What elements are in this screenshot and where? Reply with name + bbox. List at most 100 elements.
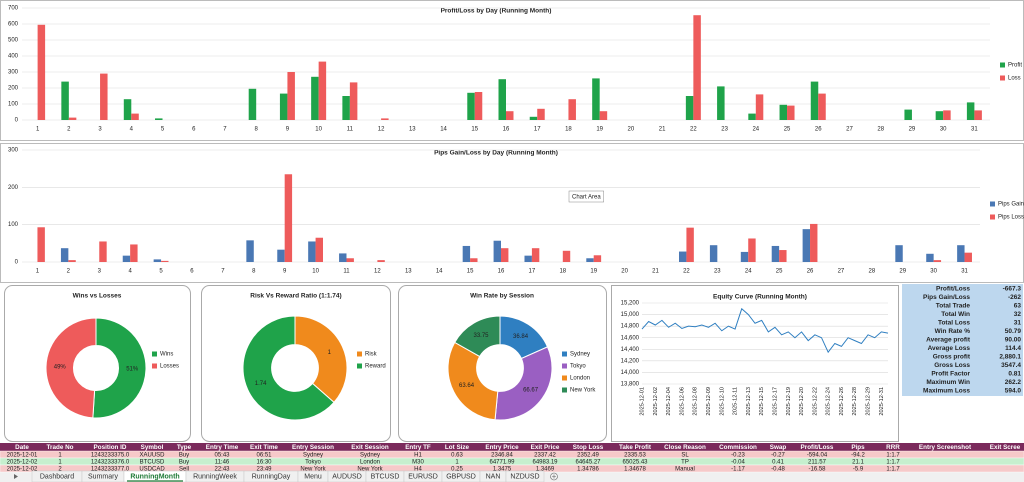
x-tick-label: 12 (374, 269, 381, 275)
x-tick-label: 8 (255, 127, 259, 133)
bar (593, 255, 602, 262)
y-tick-label: 300 (8, 148, 19, 154)
x-tick-label: 1 (36, 127, 40, 133)
legend-swatch (562, 351, 567, 357)
table-cell: 1 (455, 459, 459, 465)
stat-value: 50.79 (1005, 328, 1022, 335)
bar (462, 245, 471, 262)
sheet-tab-label[interactable]: RunningWeek (193, 473, 237, 480)
bar (493, 240, 501, 262)
bar (531, 248, 540, 262)
donut-slice (447, 341, 499, 421)
y-tick-label: 0 (15, 260, 19, 266)
stat-label: Gross profit (933, 354, 971, 361)
x-tick-label: 27 (846, 127, 853, 133)
table-cell: -16.58 (808, 466, 826, 472)
x-tick-label: 14 (440, 127, 447, 133)
x-tick-label: 12 (378, 127, 385, 133)
chart-title: Risk Vs Reward Ratio (1:1.74) (250, 293, 341, 300)
x-tick-label: 13 (405, 269, 412, 275)
x-tick-label: 19 (596, 127, 603, 133)
stat-value: 114.4 (1005, 345, 1021, 352)
bar (524, 255, 532, 262)
bar (748, 113, 756, 120)
bar (68, 260, 76, 262)
y-tick-label: 14,000 (621, 370, 640, 376)
x-tick-label: 2025-12-26 (839, 387, 845, 416)
legend-swatch (152, 363, 157, 369)
x-tick-label: 26 (807, 269, 814, 275)
table-cell: Sydney (360, 452, 380, 458)
y-tick-label: 15,000 (621, 312, 640, 318)
bar (966, 102, 975, 120)
sheet-tab-label[interactable]: Dashboard (40, 473, 74, 480)
bar (935, 111, 944, 120)
bar (717, 86, 725, 120)
legend-swatch (562, 363, 567, 369)
y-tick-label: 400 (8, 54, 19, 60)
table-cell: H4 (414, 466, 422, 472)
x-tick-label: 11 (347, 127, 354, 133)
sheet-tab-label[interactable]: BTCUSD (371, 473, 400, 480)
bar (599, 111, 608, 120)
x-tick-label: 9 (286, 127, 290, 133)
bar (470, 258, 478, 262)
table-header (0, 443, 1024, 451)
x-tick-label: 9 (283, 269, 287, 275)
sheet-tab-label[interactable]: RunningMonth (130, 473, 179, 480)
x-tick-label: 30 (940, 127, 947, 133)
column-header: Entry Price (485, 444, 519, 451)
sheet-tab-label[interactable]: NZDUSD (510, 473, 539, 480)
scroll-arrow[interactable] (14, 474, 18, 479)
chart-panel (398, 285, 607, 442)
stat-value: 32 (1014, 311, 1022, 318)
bar (246, 240, 254, 262)
sheet-tab-label[interactable]: Summary (88, 473, 118, 480)
legend-label: New York (570, 388, 596, 394)
x-tick-label: 7 (223, 127, 227, 133)
legend-swatch (1000, 62, 1005, 68)
sheet-tab-label[interactable]: AUDUSD (332, 473, 362, 480)
stat-label: Total Loss (938, 320, 970, 327)
sheet-tab-label[interactable]: RunningDay (252, 473, 291, 480)
stat-value: 2,880.1 (999, 354, 1021, 361)
bar (933, 260, 942, 262)
bar (964, 252, 972, 262)
sheet-tab-label[interactable]: EURUSD (408, 473, 438, 480)
sheet-tab-label[interactable]: Menu (304, 473, 322, 480)
y-tick-label: 700 (8, 6, 19, 12)
legend-label: Sydney (570, 352, 590, 358)
bar (685, 96, 694, 120)
table-cell: Manual (675, 466, 695, 472)
stat-value: 31 (1014, 320, 1022, 327)
stat-value: -667.3 (1003, 286, 1022, 293)
bar (501, 248, 509, 262)
y-tick-label: 500 (8, 38, 19, 44)
table-cell: 64771.99 (489, 459, 515, 465)
bar (562, 250, 571, 262)
add-sheet[interactable] (550, 472, 558, 481)
bar (131, 113, 139, 120)
data-label: 66.67 (523, 388, 539, 394)
x-tick-label: 2025-12-09 (706, 387, 712, 416)
x-tick-label: 5 (161, 127, 165, 133)
legend-swatch (357, 351, 362, 357)
x-tick-label: 5 (159, 269, 163, 275)
table-cell: 0.41 (772, 459, 784, 465)
sheet-tab-label[interactable]: GBPUSD (446, 473, 476, 480)
bar (810, 81, 819, 120)
x-tick-label: 1 (36, 269, 40, 275)
x-tick-label: 2025-12-20 (799, 387, 805, 416)
table-cell: -0.04 (731, 459, 745, 465)
data-label: 1.74 (255, 381, 267, 387)
column-header: Exit Scree (990, 444, 1021, 451)
bar (60, 248, 69, 262)
bar (37, 24, 46, 120)
table-cell: 1:1.7 (886, 452, 900, 458)
bar (709, 245, 718, 262)
x-tick-label: 8 (252, 269, 256, 275)
table-cell: -0.27 (771, 452, 785, 458)
sheet-tab[interactable] (505, 470, 545, 482)
sheet-tab-label[interactable]: NAN (486, 473, 501, 480)
x-tick-label: 26 (815, 127, 822, 133)
